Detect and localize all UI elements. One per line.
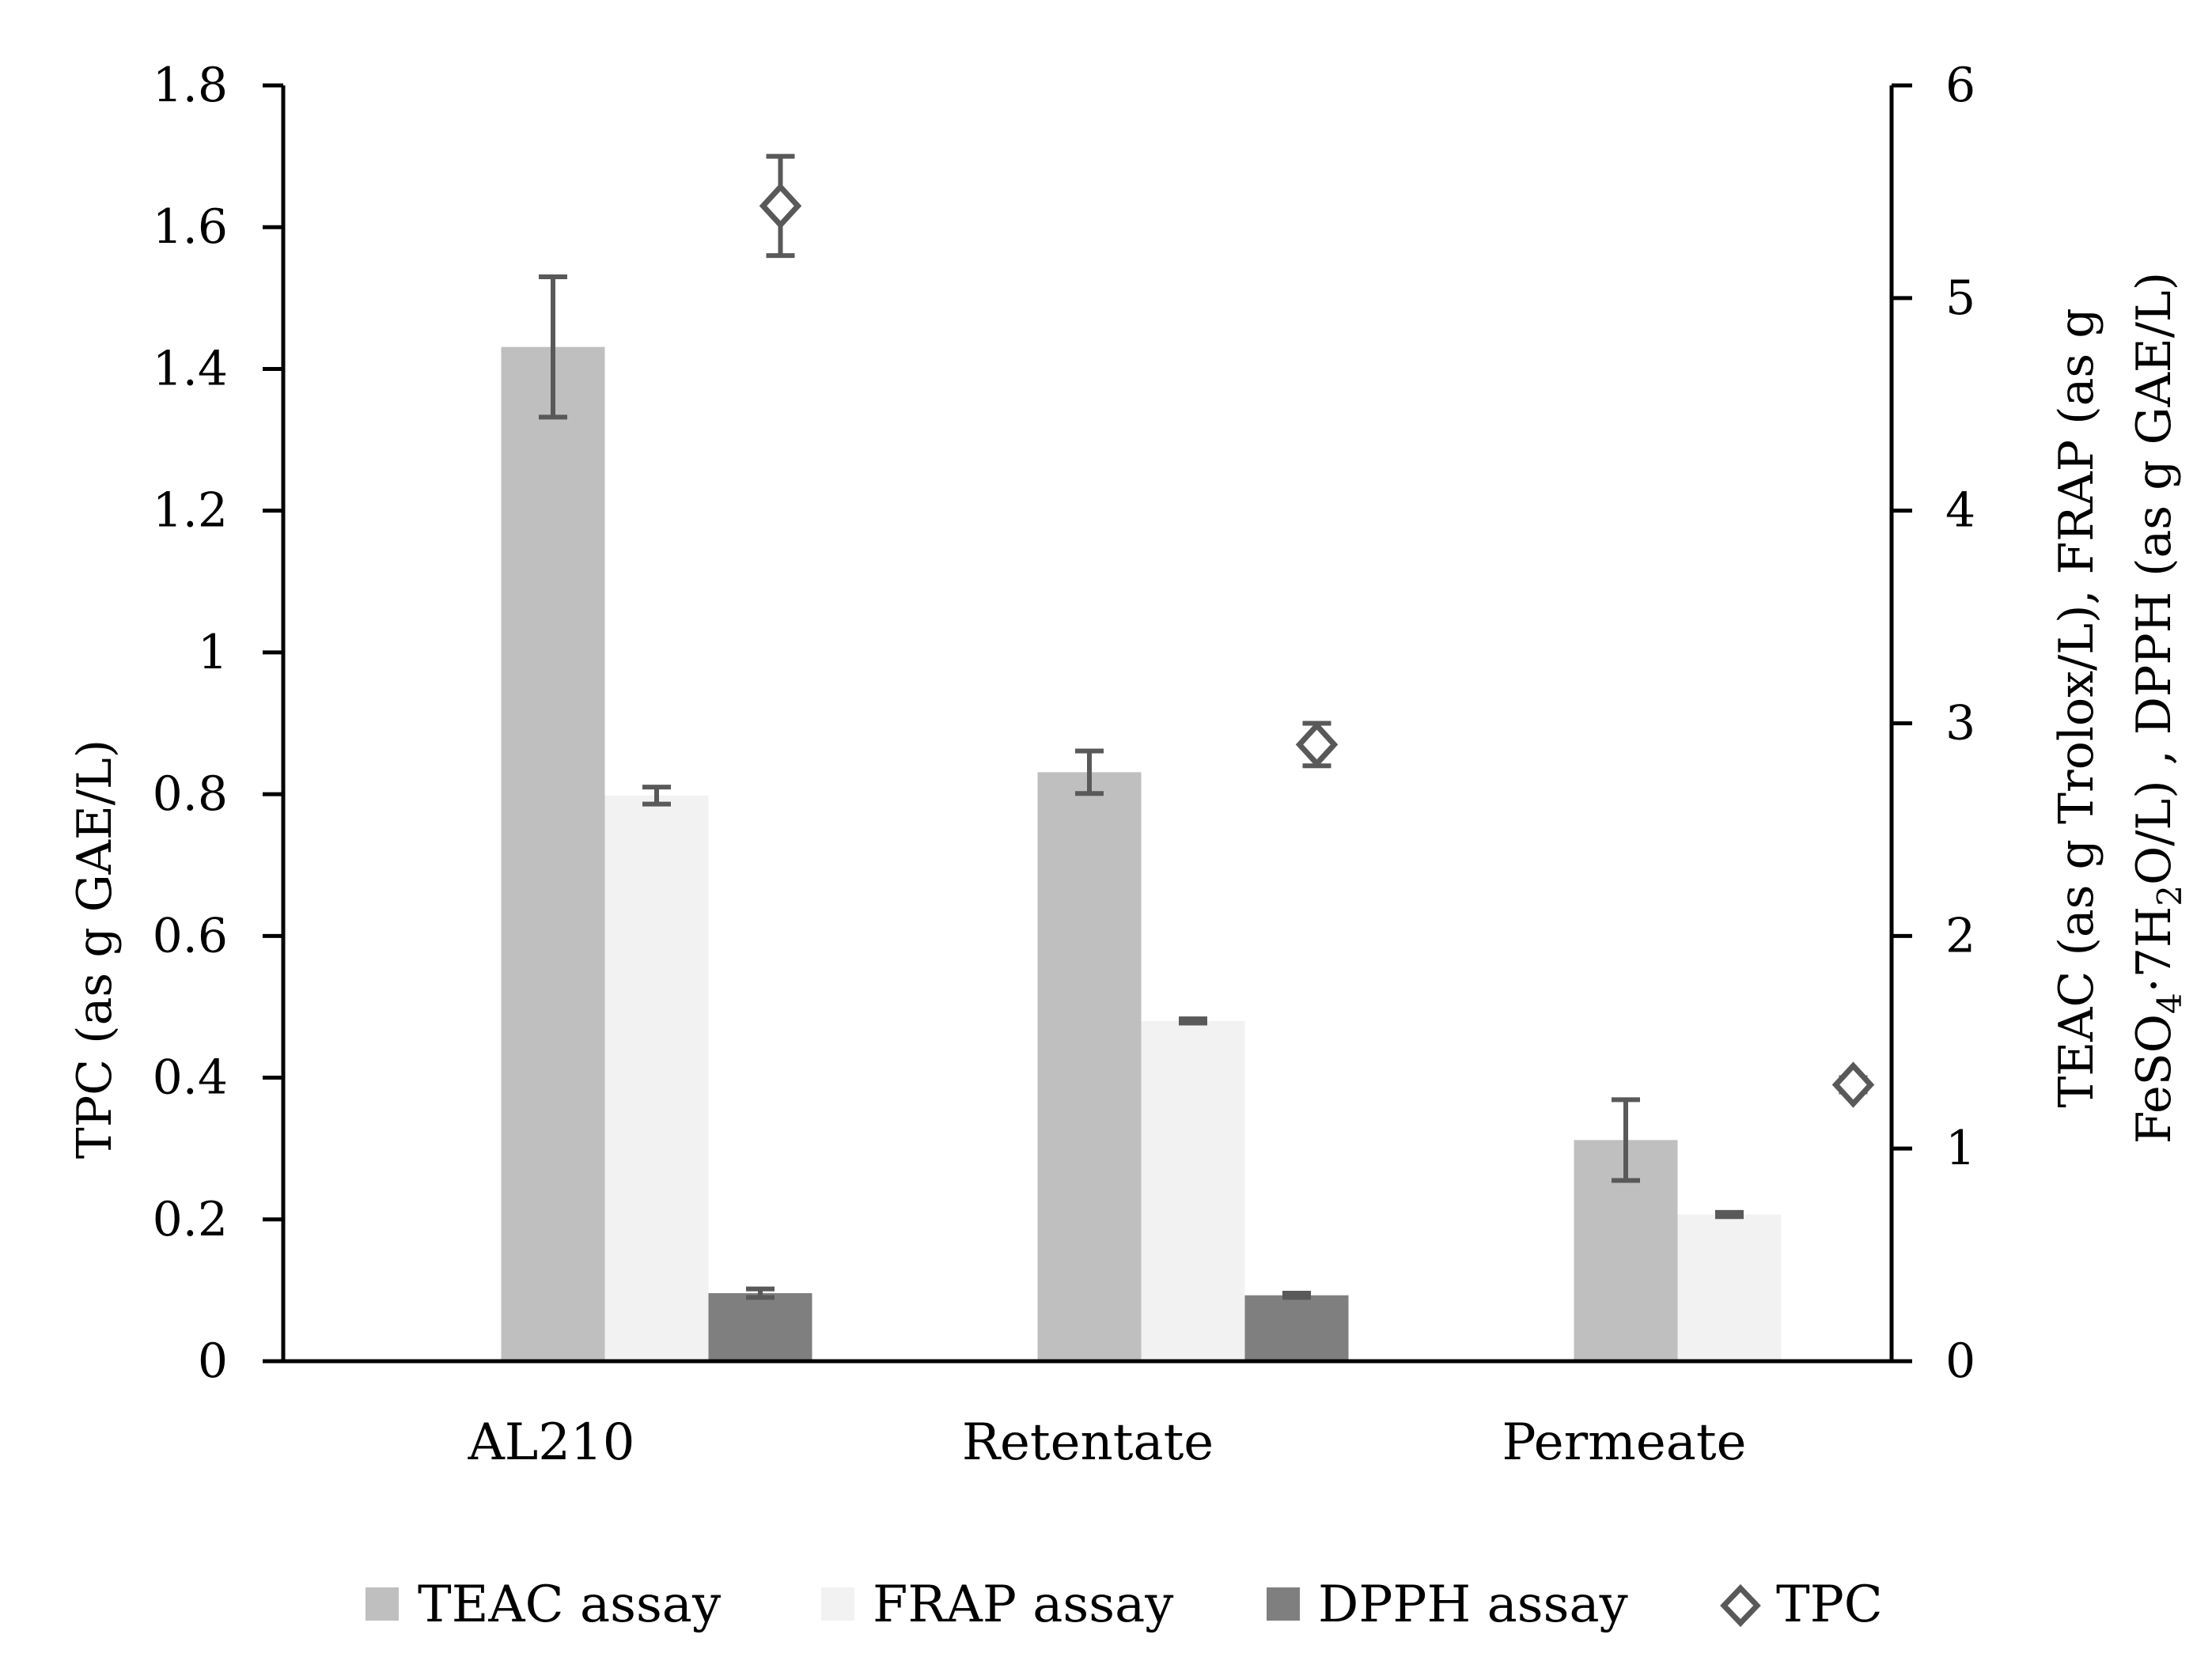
- error-bar-dpph-retentate: [1282, 1290, 1311, 1300]
- right-tick-label: 5: [1945, 270, 1975, 326]
- error-bar-teac-al210: [539, 274, 567, 420]
- left-axis-title: TPC (as g GAE/L): [67, 740, 123, 1159]
- tpc-diamond: [1295, 721, 1339, 768]
- bar-frap-permeate: [1677, 1214, 1782, 1361]
- right-axis-title-line2: FeSO4·7H2O/L) , DPPH (as g GAE/L): [2127, 272, 2189, 1144]
- right-tick-label: 4: [1945, 483, 1975, 539]
- legend: TEAC assay FRAP assay DPPH assay TPC: [366, 1576, 1883, 1634]
- bar-frap-al210: [604, 795, 709, 1361]
- legend-label-teac: TEAC assay: [418, 1576, 721, 1634]
- right-axis-title-line1: TEAC (as g Trolox/L), FRAP (as g: [2049, 308, 2104, 1107]
- left-tick-label: 1: [198, 625, 228, 680]
- error-bar-frap-permeate: [1715, 1209, 1744, 1220]
- right-tick-label: 6: [1945, 58, 1975, 113]
- error-bars-layer: [539, 274, 1744, 1300]
- error-bar-frap-al210: [642, 785, 671, 807]
- legend-label-tpc: TPC: [1776, 1576, 1883, 1634]
- right-tick-label: 3: [1945, 696, 1975, 751]
- bar-teac-retentate: [1037, 772, 1142, 1361]
- tpc-diamond: [759, 183, 802, 229]
- tpc-markers-layer: [759, 153, 1875, 1108]
- left-tick-label: 0.6: [153, 908, 228, 963]
- tpc-marker-permeate: [1831, 1061, 1875, 1108]
- left-tick-label: 1.6: [153, 199, 228, 255]
- left-tick-label: 1.2: [153, 483, 228, 539]
- left-tick-label: 0: [198, 1334, 228, 1389]
- error-bar-dpph-al210: [746, 1286, 775, 1300]
- error-bar-frap-retentate: [1179, 1016, 1207, 1026]
- right-tick-label: 2: [1945, 908, 1975, 963]
- axes-layer: [263, 83, 1912, 1364]
- legend-label-frap: FRAP assay: [873, 1576, 1173, 1634]
- tpc-marker-retentate: [1295, 721, 1339, 769]
- left-tick-label: 1.8: [153, 58, 228, 113]
- legend-swatch-dpph: [1267, 1587, 1300, 1621]
- category-label-retentate: Retentate: [962, 1413, 1214, 1472]
- bar-dpph-retentate: [1244, 1295, 1349, 1361]
- bars-layer: [501, 346, 1782, 1361]
- bar-frap-retentate: [1141, 1020, 1245, 1361]
- right-tick-label: 0: [1945, 1334, 1975, 1389]
- legend-label-dpph: DPPH assay: [1318, 1576, 1628, 1634]
- bar-teac-al210: [501, 346, 605, 1361]
- error-bar-teac-permeate: [1612, 1097, 1640, 1183]
- category-label-permeate: Permeate: [1502, 1413, 1747, 1472]
- error-bar-teac-retentate: [1075, 748, 1104, 796]
- bar-dpph-al210: [708, 1292, 812, 1361]
- legend-swatch-frap: [821, 1587, 854, 1621]
- left-tick-label: 0.4: [153, 1050, 228, 1106]
- category-labels-layer: AL210 Retentate Permeate: [468, 1413, 1747, 1472]
- legend-marker-tpc: [1720, 1583, 1761, 1628]
- left-tick-label: 0.8: [153, 766, 228, 822]
- category-label-al210: AL210: [468, 1413, 635, 1472]
- tpc-marker-al210: [759, 153, 802, 259]
- tpc-diamond: [1831, 1061, 1875, 1108]
- tick-labels-layer: 0 0.2 0.4 0.6 0.8 1 1.2 1.4 1.6 1.8 0 1 2 3 4 5 6: [153, 58, 1976, 1389]
- legend-swatch-teac: [366, 1587, 399, 1621]
- left-tick-label: 1.4: [153, 341, 228, 396]
- right-tick-label: 1: [1945, 1121, 1975, 1176]
- left-tick-label: 0.2: [153, 1192, 228, 1247]
